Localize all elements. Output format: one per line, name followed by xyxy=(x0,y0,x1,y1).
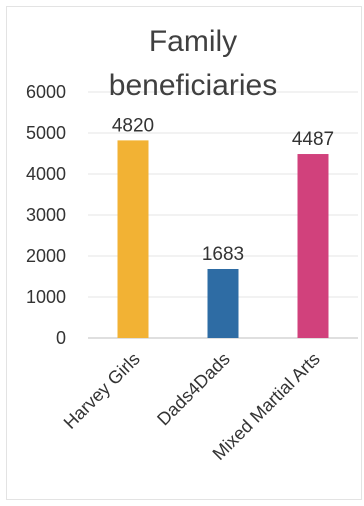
y-tick-label: 6000 xyxy=(26,82,66,102)
y-tick-label: 5000 xyxy=(26,123,66,143)
bars xyxy=(117,140,329,338)
data-labels: 4820 1683 4487 xyxy=(112,115,334,265)
bar-harvey-girls xyxy=(117,140,149,338)
y-tick-label: 4000 xyxy=(26,164,66,184)
y-tick-label: 3000 xyxy=(26,205,66,225)
chart-title-line-2: beneficiaries xyxy=(109,69,277,102)
x-category-label: Harvey Girls xyxy=(60,349,144,433)
data-label: 1683 xyxy=(202,244,244,265)
bar-mixed-martial-arts xyxy=(297,154,329,338)
y-tick-label: 1000 xyxy=(26,287,66,307)
x-category-label: Dads4Dads xyxy=(153,349,234,430)
bar-dads4dads xyxy=(207,268,239,338)
y-tick-label: 2000 xyxy=(26,246,66,266)
y-tick-label: 0 xyxy=(56,328,66,348)
y-axis-tick-labels: 0 1000 2000 3000 4000 5000 6000 xyxy=(26,82,66,348)
chart-title-line-1: Family xyxy=(149,25,237,58)
data-label: 4820 xyxy=(112,115,154,136)
data-label: 4487 xyxy=(292,129,334,150)
